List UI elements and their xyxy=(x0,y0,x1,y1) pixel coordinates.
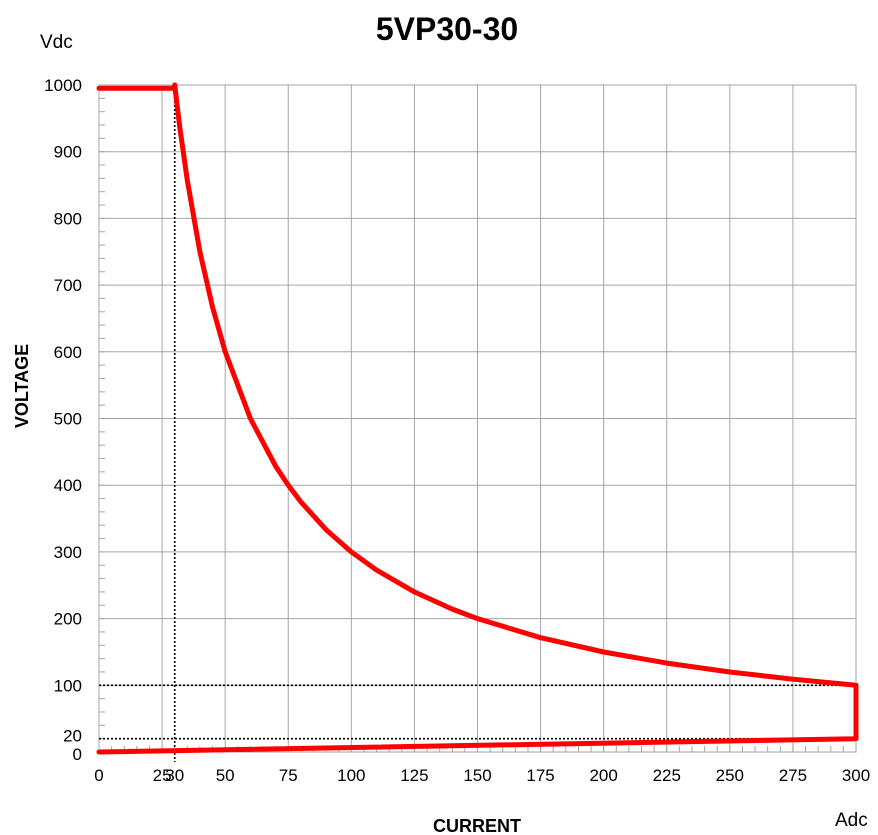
x-tick-label: 75 xyxy=(279,766,298,785)
series-layer xyxy=(96,82,859,755)
x-tick-label: 225 xyxy=(653,766,681,785)
y-tick-label: 400 xyxy=(54,476,82,495)
grid-layer xyxy=(98,84,857,753)
x-tick-label: 175 xyxy=(526,766,554,785)
x-axis-title: CURRENT xyxy=(433,816,521,835)
y-tick-label: 600 xyxy=(54,343,82,362)
series-line-0 xyxy=(96,82,859,755)
y-tick-labels: 020 100 200 300 400 500 600 700 800 900 1000 xyxy=(44,76,82,764)
y-tick-label: 900 xyxy=(54,143,82,162)
y-tick-label: 200 xyxy=(54,610,82,629)
y-axis-title: VOLTAGE xyxy=(12,344,32,428)
x-tick-label: 150 xyxy=(463,766,491,785)
y-unit-label: Vdc xyxy=(40,32,73,53)
x-tick-label: 250 xyxy=(716,766,744,785)
x-tick-label: 125 xyxy=(400,766,428,785)
x-tick-label: 275 xyxy=(779,766,807,785)
x-tick-label: 0 xyxy=(94,766,103,785)
y-tick-label: 300 xyxy=(54,543,82,562)
x-tick-label: 200 xyxy=(589,766,617,785)
x-tick-label: 100 xyxy=(337,766,365,785)
reference-lines xyxy=(99,85,856,762)
x-tick-label: 25 xyxy=(153,766,172,785)
y-tick-label: 500 xyxy=(54,410,82,429)
x-tick-label: 30 xyxy=(165,766,184,785)
chart-title: 5VP30-30 xyxy=(376,11,518,47)
y-tick-label: 700 xyxy=(54,276,82,295)
y-tick-label: 20 xyxy=(63,727,82,746)
y-tick-label: 100 xyxy=(54,676,82,695)
y-tick-label: 1000 xyxy=(44,76,82,95)
x-tick-label: 300 xyxy=(842,766,870,785)
y-tick-label: 0 xyxy=(73,745,82,764)
x-unit-label: Adc xyxy=(835,810,868,831)
x-tick-label: 50 xyxy=(216,766,235,785)
y-tick-label: 800 xyxy=(54,209,82,228)
